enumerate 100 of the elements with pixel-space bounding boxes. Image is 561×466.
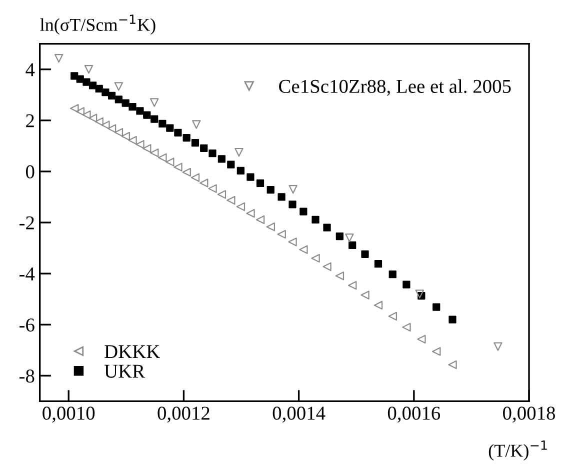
point bbox=[128, 103, 136, 111]
point bbox=[448, 360, 457, 370]
point bbox=[114, 96, 122, 104]
point bbox=[218, 155, 226, 163]
point bbox=[234, 148, 244, 157]
point bbox=[136, 140, 144, 149]
point bbox=[226, 196, 236, 205]
point bbox=[246, 208, 255, 218]
point bbox=[158, 153, 167, 162]
point bbox=[166, 158, 174, 166]
point bbox=[236, 166, 244, 174]
y-axis-title: ln(σT/Scm$^{−1}$K) bbox=[40, 14, 156, 35]
y-tick-label: -4 bbox=[19, 268, 35, 280]
point bbox=[122, 99, 130, 107]
point bbox=[136, 107, 144, 115]
point bbox=[432, 303, 440, 311]
legend-label: UKR bbox=[104, 364, 146, 378]
point bbox=[361, 250, 369, 258]
point bbox=[88, 82, 97, 90]
x-tick-label: 0,0012 bbox=[158, 406, 210, 423]
point bbox=[323, 224, 331, 232]
point bbox=[101, 120, 110, 130]
point bbox=[199, 178, 208, 188]
legend-label: DKKK bbox=[104, 345, 160, 358]
point bbox=[121, 132, 130, 141]
point bbox=[348, 280, 357, 290]
point bbox=[76, 107, 84, 116]
x-axis-title: (T/K)$^{−1}$ bbox=[488, 440, 547, 461]
point bbox=[102, 88, 110, 96]
point bbox=[345, 233, 354, 242]
point bbox=[348, 241, 356, 250]
point bbox=[277, 230, 286, 239]
point bbox=[402, 322, 411, 332]
point bbox=[182, 168, 191, 177]
point bbox=[256, 215, 265, 224]
point bbox=[191, 139, 200, 147]
point bbox=[311, 254, 320, 263]
y-tick-label: -2 bbox=[19, 216, 34, 230]
point bbox=[82, 78, 90, 86]
point bbox=[256, 179, 264, 188]
x-tick-label: 0,0014 bbox=[272, 406, 326, 423]
point bbox=[299, 245, 308, 254]
x-tick-label: 0,0016 bbox=[388, 406, 440, 423]
point bbox=[236, 202, 246, 212]
point bbox=[94, 117, 104, 126]
point bbox=[336, 232, 344, 240]
point bbox=[114, 128, 124, 137]
point bbox=[432, 347, 441, 356]
point bbox=[417, 334, 426, 344]
point bbox=[288, 238, 297, 246]
point bbox=[288, 184, 298, 194]
point bbox=[143, 111, 151, 119]
point bbox=[208, 150, 216, 158]
point bbox=[360, 290, 370, 300]
point bbox=[200, 144, 208, 152]
point bbox=[217, 190, 226, 199]
point bbox=[142, 144, 152, 153]
point bbox=[312, 216, 320, 224]
point bbox=[82, 110, 91, 120]
point bbox=[388, 312, 397, 321]
point bbox=[76, 75, 84, 83]
point bbox=[227, 160, 235, 168]
point bbox=[114, 82, 124, 91]
point bbox=[415, 290, 424, 298]
point bbox=[388, 270, 396, 278]
point bbox=[150, 98, 159, 107]
point bbox=[166, 124, 174, 132]
point bbox=[70, 104, 79, 113]
point bbox=[54, 54, 64, 63]
point bbox=[108, 92, 116, 100]
y-tick-label: -6 bbox=[19, 318, 34, 332]
point bbox=[448, 316, 456, 324]
point bbox=[494, 342, 502, 351]
point bbox=[335, 272, 344, 280]
point bbox=[70, 72, 78, 80]
point bbox=[128, 136, 137, 145]
point bbox=[246, 173, 254, 181]
point bbox=[300, 208, 308, 216]
point bbox=[150, 115, 158, 123]
y-tick-label: 2 bbox=[26, 114, 34, 128]
x-tick-label: 0,0010 bbox=[42, 406, 95, 423]
point bbox=[174, 128, 182, 136]
point bbox=[150, 148, 159, 158]
point bbox=[192, 120, 201, 129]
y-tick-label: 0 bbox=[26, 165, 34, 178]
legend-label: Ce1Sc10Zr88, Lee et al. 2005 bbox=[279, 79, 511, 96]
point bbox=[88, 114, 98, 122]
point bbox=[208, 184, 217, 193]
point bbox=[266, 222, 275, 232]
point bbox=[278, 193, 286, 201]
point bbox=[174, 162, 182, 172]
point bbox=[158, 120, 166, 128]
point bbox=[182, 134, 190, 142]
point bbox=[374, 300, 383, 310]
point bbox=[288, 200, 296, 208]
y-tick-label: -8 bbox=[19, 370, 34, 383]
y-tick-label: 4 bbox=[26, 63, 35, 76]
point bbox=[402, 280, 410, 288]
x-tick-label: 0,0018 bbox=[503, 406, 556, 423]
point bbox=[190, 173, 200, 182]
